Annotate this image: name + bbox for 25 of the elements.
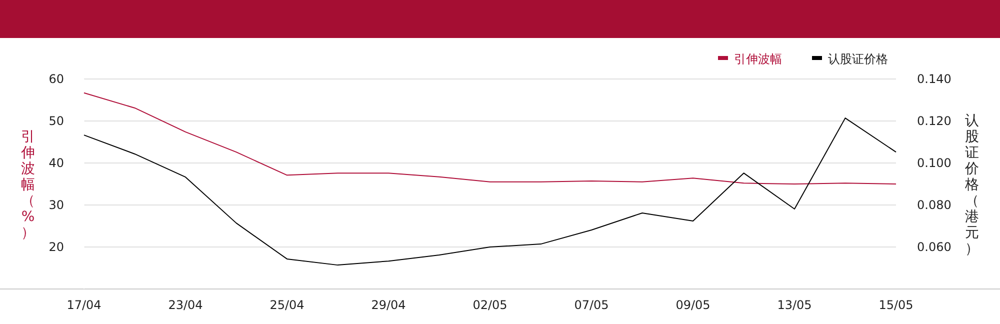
legend-label: 引伸波幅 bbox=[734, 52, 782, 66]
line-series bbox=[84, 118, 896, 266]
y2-axis-title: 认股证价格（港元） bbox=[965, 113, 979, 257]
x-tick-label: 29/04 bbox=[371, 298, 406, 312]
legend-label: 认股证价格 bbox=[828, 52, 888, 66]
y2-tick-label: 0.060 bbox=[917, 240, 952, 254]
y-tick-label: 30 bbox=[48, 198, 64, 212]
y2-tick-label: 0.080 bbox=[917, 198, 952, 212]
x-tick-label: 25/04 bbox=[270, 298, 304, 312]
y-tick-label: 20 bbox=[48, 240, 64, 254]
y-axis-title: 引伸波幅（%） bbox=[21, 129, 35, 241]
x-tick-label: 02/05 bbox=[472, 298, 508, 312]
y-tick-label: 40 bbox=[48, 156, 64, 170]
x-tick-label: 15/05 bbox=[878, 298, 914, 312]
x-tick-label: 07/05 bbox=[574, 298, 609, 312]
x-tick-label: 17/04 bbox=[66, 298, 102, 312]
y2-tick-label: 0.140 bbox=[917, 72, 952, 86]
y2-tick-label: 0.100 bbox=[917, 156, 952, 170]
y2-tick-label: 0.120 bbox=[917, 114, 952, 128]
x-tick-label: 09/05 bbox=[676, 298, 710, 312]
y-tick-label: 50 bbox=[48, 114, 64, 128]
y-tick-label: 60 bbox=[48, 72, 64, 86]
line-series bbox=[84, 92, 896, 184]
x-tick-label: 13/05 bbox=[777, 298, 812, 312]
x-tick-label: 23/04 bbox=[168, 298, 203, 312]
